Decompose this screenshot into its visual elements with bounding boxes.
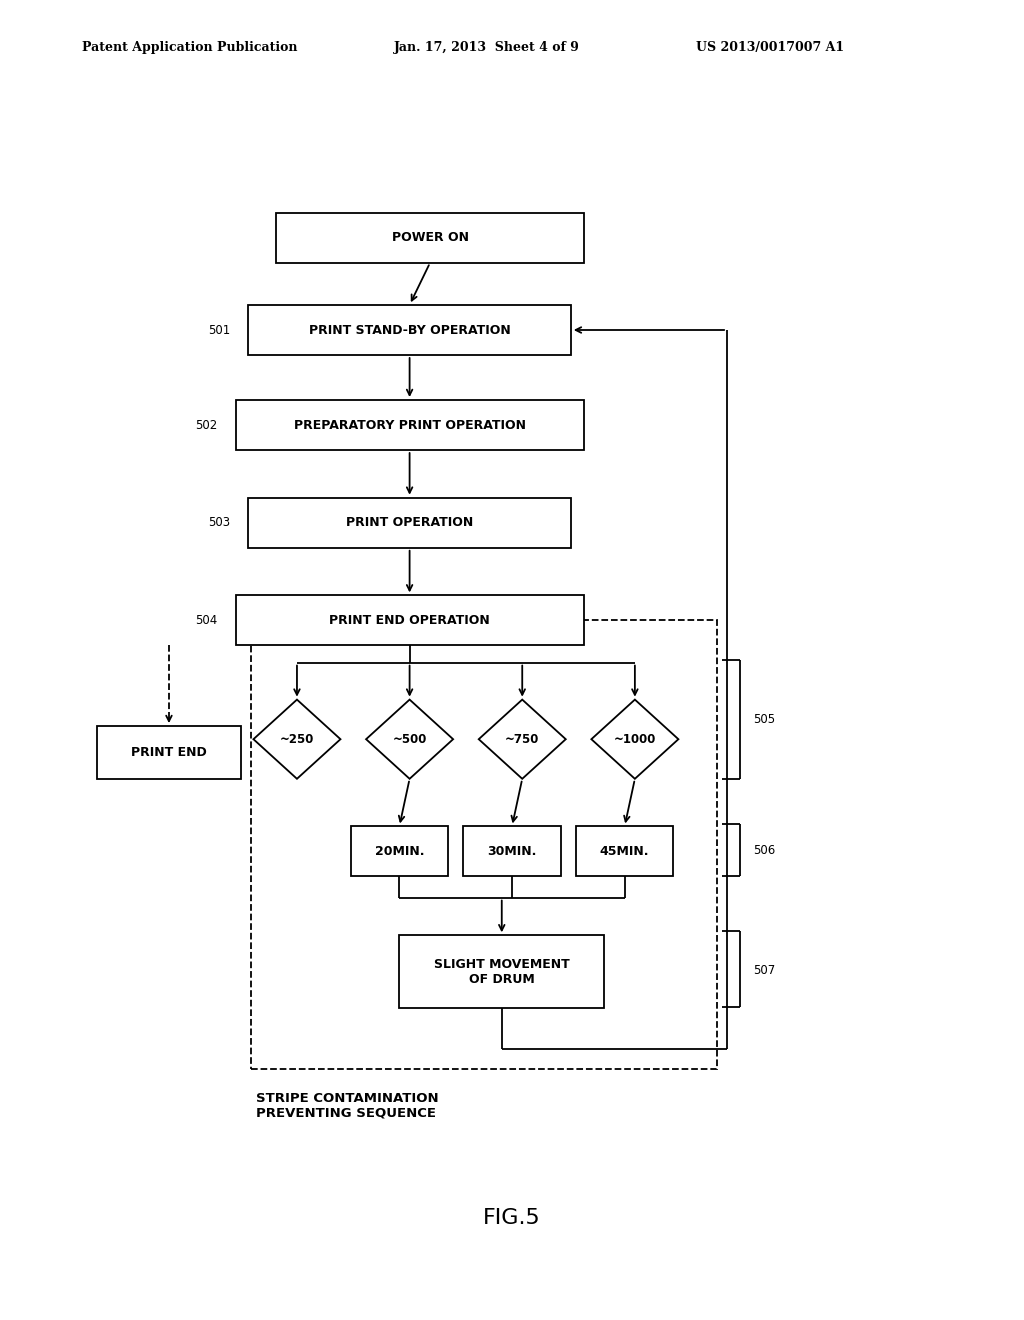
Text: FIG.5: FIG.5 (483, 1208, 541, 1229)
Text: 30MIN.: 30MIN. (487, 845, 537, 858)
Text: Patent Application Publication: Patent Application Publication (82, 41, 297, 54)
Text: 507: 507 (753, 964, 775, 977)
Text: PRINT END OPERATION: PRINT END OPERATION (330, 614, 489, 627)
Text: PREPARATORY PRINT OPERATION: PREPARATORY PRINT OPERATION (294, 418, 525, 432)
Text: 503: 503 (208, 516, 230, 529)
Bar (236, 400, 584, 450)
Text: PRINT STAND-BY OPERATION: PRINT STAND-BY OPERATION (308, 323, 511, 337)
Text: 20MIN.: 20MIN. (375, 845, 424, 858)
Bar (249, 498, 571, 548)
Text: 505: 505 (753, 713, 775, 726)
Text: ~750: ~750 (505, 733, 540, 746)
Polygon shape (367, 700, 453, 779)
Bar (97, 726, 241, 779)
Text: ~250: ~250 (280, 733, 314, 746)
Text: PRINT OPERATION: PRINT OPERATION (346, 516, 473, 529)
Polygon shape (592, 700, 678, 779)
Bar (463, 826, 561, 876)
Bar (251, 620, 717, 1069)
Text: 504: 504 (195, 614, 217, 627)
Text: ~500: ~500 (392, 733, 427, 746)
Text: ~1000: ~1000 (613, 733, 656, 746)
Text: US 2013/0017007 A1: US 2013/0017007 A1 (696, 41, 845, 54)
Bar (399, 935, 604, 1008)
Text: 45MIN.: 45MIN. (600, 845, 649, 858)
Bar (575, 826, 674, 876)
Bar (236, 595, 584, 645)
Text: SLIGHT MOVEMENT
OF DRUM: SLIGHT MOVEMENT OF DRUM (434, 957, 569, 986)
Polygon shape (253, 700, 340, 779)
Text: POWER ON: POWER ON (391, 231, 469, 244)
Bar (276, 213, 584, 263)
Bar (249, 305, 571, 355)
Bar (350, 826, 449, 876)
Text: 502: 502 (195, 418, 217, 432)
Text: 506: 506 (753, 843, 775, 857)
Text: 501: 501 (208, 323, 230, 337)
Polygon shape (479, 700, 565, 779)
Text: Jan. 17, 2013  Sheet 4 of 9: Jan. 17, 2013 Sheet 4 of 9 (394, 41, 581, 54)
Text: PRINT END: PRINT END (131, 746, 207, 759)
Text: STRIPE CONTAMINATION
PREVENTING SEQUENCE: STRIPE CONTAMINATION PREVENTING SEQUENCE (256, 1092, 438, 1119)
